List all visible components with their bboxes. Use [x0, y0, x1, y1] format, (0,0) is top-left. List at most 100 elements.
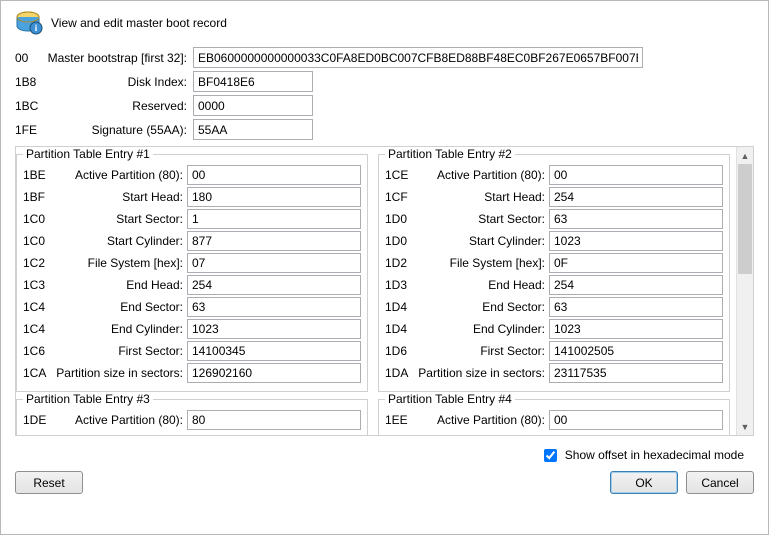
field-input[interactable]	[549, 275, 723, 295]
partition-entries-area: Partition Table Entry #11BEActive Partit…	[16, 147, 736, 435]
row-reserved: 1BC Reserved:	[15, 95, 754, 116]
field-label: Active Partition (80):	[53, 168, 183, 182]
scroll-down-arrow[interactable]: ▼	[737, 418, 753, 435]
field-input[interactable]	[549, 319, 723, 339]
hex-offset-label[interactable]: Show offset in hexadecimal mode	[540, 448, 744, 462]
offset-label: 1D2	[385, 256, 411, 270]
reset-button[interactable]: Reset	[15, 471, 83, 494]
partition-field-row: 1BF Start Head:	[23, 187, 361, 207]
disk-icon: i	[15, 11, 43, 35]
field-input[interactable]	[187, 165, 361, 185]
offset-label: 1BC	[15, 99, 41, 113]
offset-label: 1C0	[23, 234, 49, 248]
disk-index-input[interactable]	[193, 71, 313, 92]
field-input[interactable]	[187, 363, 361, 383]
offset-label: 1BE	[23, 168, 49, 182]
field-input[interactable]	[549, 410, 723, 430]
scroll-thumb[interactable]	[738, 164, 752, 274]
hex-offset-checkbox[interactable]	[544, 449, 557, 462]
field-label: End Cylinder:	[53, 322, 183, 336]
field-label: Active Partition (80):	[53, 413, 183, 427]
partition-field-row: 1C4End Cylinder:	[23, 319, 361, 339]
row-signature: 1FE Signature (55AA):	[15, 119, 754, 140]
field-label: End Cylinder:	[415, 322, 545, 336]
field-label: Active Partition (80):	[415, 168, 545, 182]
field-label: End Sector:	[53, 300, 183, 314]
field-label: End Sector:	[415, 300, 545, 314]
field-input[interactable]	[187, 187, 361, 207]
partition-entry: Partition Table Entry #11BEActive Partit…	[16, 147, 368, 392]
partition-field-row: 1C4 End Sector:	[23, 297, 361, 317]
offset-label: 1D6	[385, 344, 411, 358]
field-input[interactable]	[187, 253, 361, 273]
partition-entry: Partition Table Entry #4 1EE Active Partit…	[378, 392, 730, 435]
field-input[interactable]	[549, 231, 723, 251]
field-input[interactable]	[187, 341, 361, 361]
offset-label: 1D3	[385, 278, 411, 292]
ok-cancel-group: OK Cancel	[610, 471, 754, 494]
ok-button[interactable]: OK	[610, 471, 678, 494]
dialog-buttons: Reset OK Cancel	[15, 471, 754, 494]
offset-label: 1CE	[385, 168, 411, 182]
offset-label: 1C4	[23, 300, 49, 314]
options-row: Show offset in hexadecimal mode	[15, 446, 754, 465]
field-label: Reserved:	[47, 99, 187, 113]
partition-field-row: 1C0 Start Cylinder:	[23, 231, 361, 251]
partition-field-row: 1D3End Head:	[385, 275, 723, 295]
field-input[interactable]	[187, 231, 361, 251]
offset-label: 1DA	[385, 366, 411, 380]
field-input[interactable]	[549, 187, 723, 207]
partition-field-row: 1D0 Start Sector:	[385, 209, 723, 229]
row-disk-index: 1B8 Disk Index:	[15, 71, 754, 92]
field-input[interactable]	[549, 253, 723, 273]
vertical-scrollbar[interactable]: ▲ ▼	[736, 147, 753, 435]
partition-entry-legend: Partition Table Entry #3	[23, 392, 153, 406]
offset-label: 1B8	[15, 75, 41, 89]
field-label: Active Partition (80):	[415, 413, 545, 427]
scroll-up-arrow[interactable]: ▲	[737, 147, 753, 164]
offset-label: 1C3	[23, 278, 49, 292]
offset-label: 1D0	[385, 212, 411, 226]
field-label: Start Head:	[415, 190, 545, 204]
partition-field-row: 1EE Active Partition (80):	[385, 410, 723, 430]
partition-field-row: 1CE Active Partition (80):	[385, 165, 723, 185]
field-label: Start Sector:	[415, 212, 545, 226]
offset-label: 1BF	[23, 190, 49, 204]
offset-label: 1C2	[23, 256, 49, 270]
cancel-button[interactable]: Cancel	[686, 471, 754, 494]
dialog-header: i View and edit master boot record	[15, 11, 754, 35]
offset-label: 1EE	[385, 413, 411, 427]
field-input[interactable]	[549, 341, 723, 361]
field-input[interactable]	[549, 209, 723, 229]
bootstrap-input[interactable]	[193, 47, 643, 68]
field-input[interactable]	[187, 275, 361, 295]
offset-label: 1FE	[15, 123, 41, 137]
field-label: End Head:	[53, 278, 183, 292]
row-bootstrap: 00 Master bootstrap [first 32]:	[15, 47, 754, 68]
field-input[interactable]	[549, 297, 723, 317]
partition-entry-legend: Partition Table Entry #4	[385, 392, 515, 406]
field-input[interactable]	[187, 319, 361, 339]
field-input[interactable]	[549, 363, 723, 383]
field-label: Start Head:	[53, 190, 183, 204]
field-label: Start Sector:	[53, 212, 183, 226]
field-label: Start Cylinder:	[53, 234, 183, 248]
field-input[interactable]	[549, 165, 723, 185]
offset-label: 1CF	[385, 190, 411, 204]
field-input[interactable]	[187, 209, 361, 229]
partition-entry: Partition Table Entry #2 1CE Active Partit…	[378, 147, 730, 392]
partition-field-row: 1C3 End Head:	[23, 275, 361, 295]
partition-field-row: 1DAPartition size in sectors:	[385, 363, 723, 383]
top-fields: 00 Master bootstrap [first 32]: 1B8 Disk…	[15, 47, 754, 140]
mbr-editor-dialog: i View and edit master boot record 00 Ma…	[0, 0, 769, 535]
partition-field-row: 1C2File System [hex]:	[23, 253, 361, 273]
signature-input[interactable]	[193, 119, 313, 140]
partition-entry-legend: Partition Table Entry #2	[385, 147, 515, 161]
partition-field-row: 1BE Active Partition (80):	[23, 165, 361, 185]
partition-table-panel: Partition Table Entry #11BEActive Partit…	[15, 146, 754, 436]
field-input[interactable]	[187, 410, 361, 430]
offset-label: 1C6	[23, 344, 49, 358]
partition-field-row: 1C0Start Sector:	[23, 209, 361, 229]
field-input[interactable]	[187, 297, 361, 317]
reserved-input[interactable]	[193, 95, 313, 116]
